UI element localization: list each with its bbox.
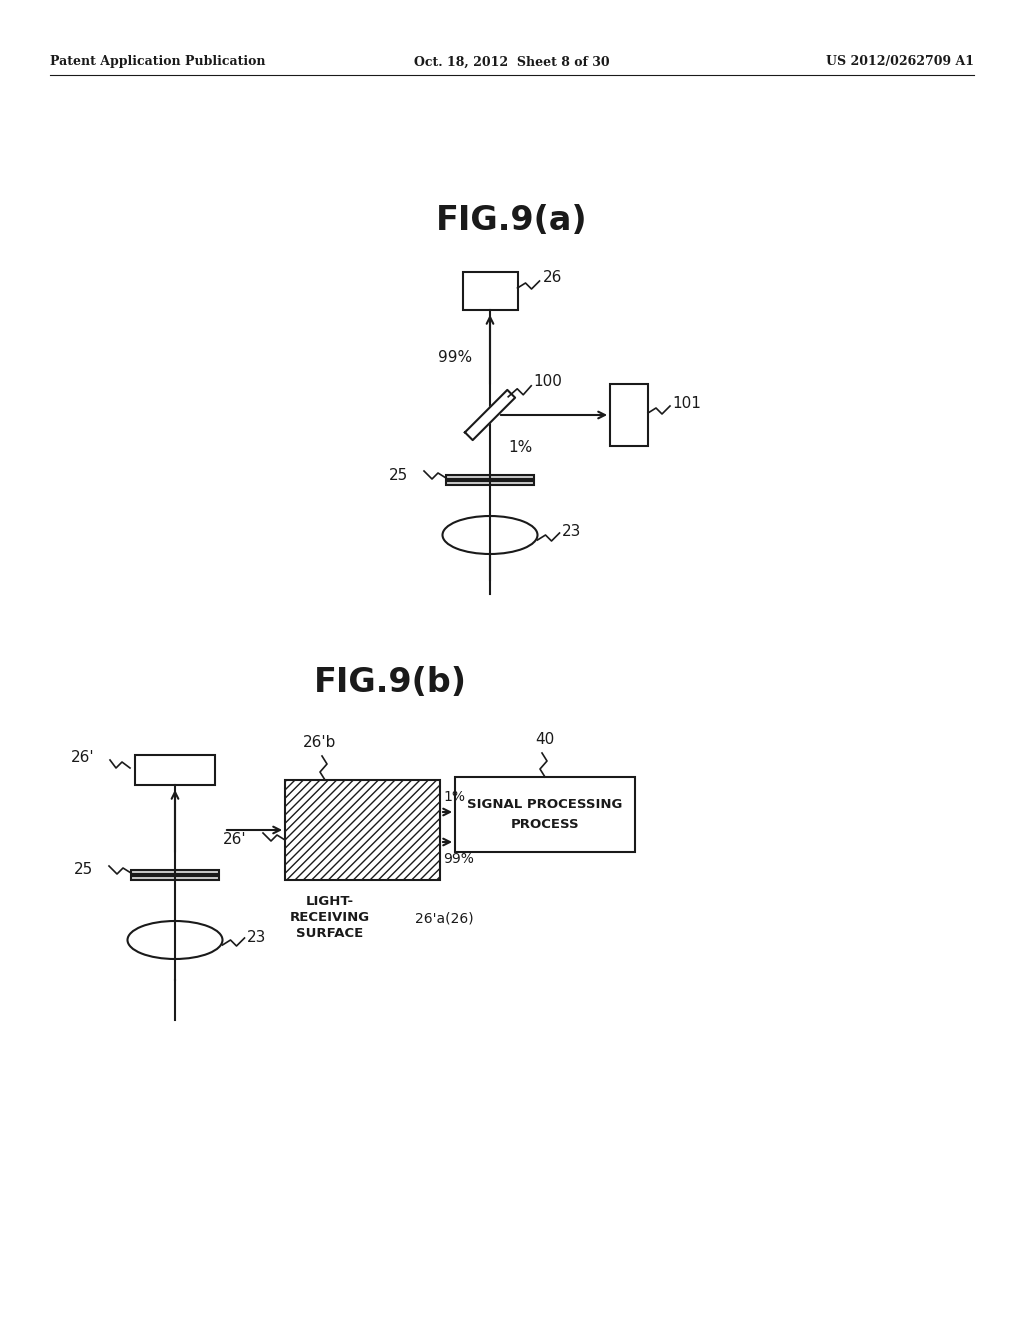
Text: 25: 25 [389, 467, 408, 483]
Polygon shape [465, 389, 515, 440]
Text: 40: 40 [536, 733, 555, 747]
Bar [131, 870, 219, 874]
Bar [455, 777, 635, 851]
Bar [610, 384, 648, 446]
Bar [446, 480, 534, 484]
Text: RECEIVING: RECEIVING [290, 911, 370, 924]
Text: 25: 25 [74, 862, 93, 878]
Text: 1%: 1% [443, 789, 465, 804]
Text: US 2012/0262709 A1: US 2012/0262709 A1 [826, 55, 974, 69]
Bar [135, 755, 215, 785]
Text: PROCESS: PROCESS [511, 818, 580, 832]
Text: 101: 101 [672, 396, 700, 411]
Text: SIGNAL PROCESSING: SIGNAL PROCESSING [467, 799, 623, 810]
Text: 26'b: 26'b [303, 735, 337, 750]
Bar [463, 272, 517, 310]
Text: 1%: 1% [508, 440, 532, 455]
Text: 26: 26 [543, 269, 562, 285]
Bar [446, 475, 534, 479]
Text: 23: 23 [247, 929, 266, 945]
Text: 26': 26' [72, 751, 95, 766]
Text: Oct. 18, 2012  Sheet 8 of 30: Oct. 18, 2012 Sheet 8 of 30 [414, 55, 610, 69]
Text: 100: 100 [534, 375, 562, 389]
Bar [131, 876, 219, 880]
Text: Patent Application Publication: Patent Application Publication [50, 55, 265, 69]
Text: 23: 23 [561, 524, 581, 540]
Text: 26'a(26): 26'a(26) [415, 911, 474, 925]
Text: LIGHT-: LIGHT- [306, 895, 354, 908]
Text: FIG.9(a): FIG.9(a) [436, 203, 588, 236]
Text: SURFACE: SURFACE [296, 927, 364, 940]
Text: FIG.9(b): FIG.9(b) [313, 665, 467, 698]
Bar [285, 780, 440, 880]
Text: 26': 26' [223, 833, 247, 847]
Text: 99%: 99% [443, 851, 474, 866]
Text: 99%: 99% [438, 350, 472, 366]
